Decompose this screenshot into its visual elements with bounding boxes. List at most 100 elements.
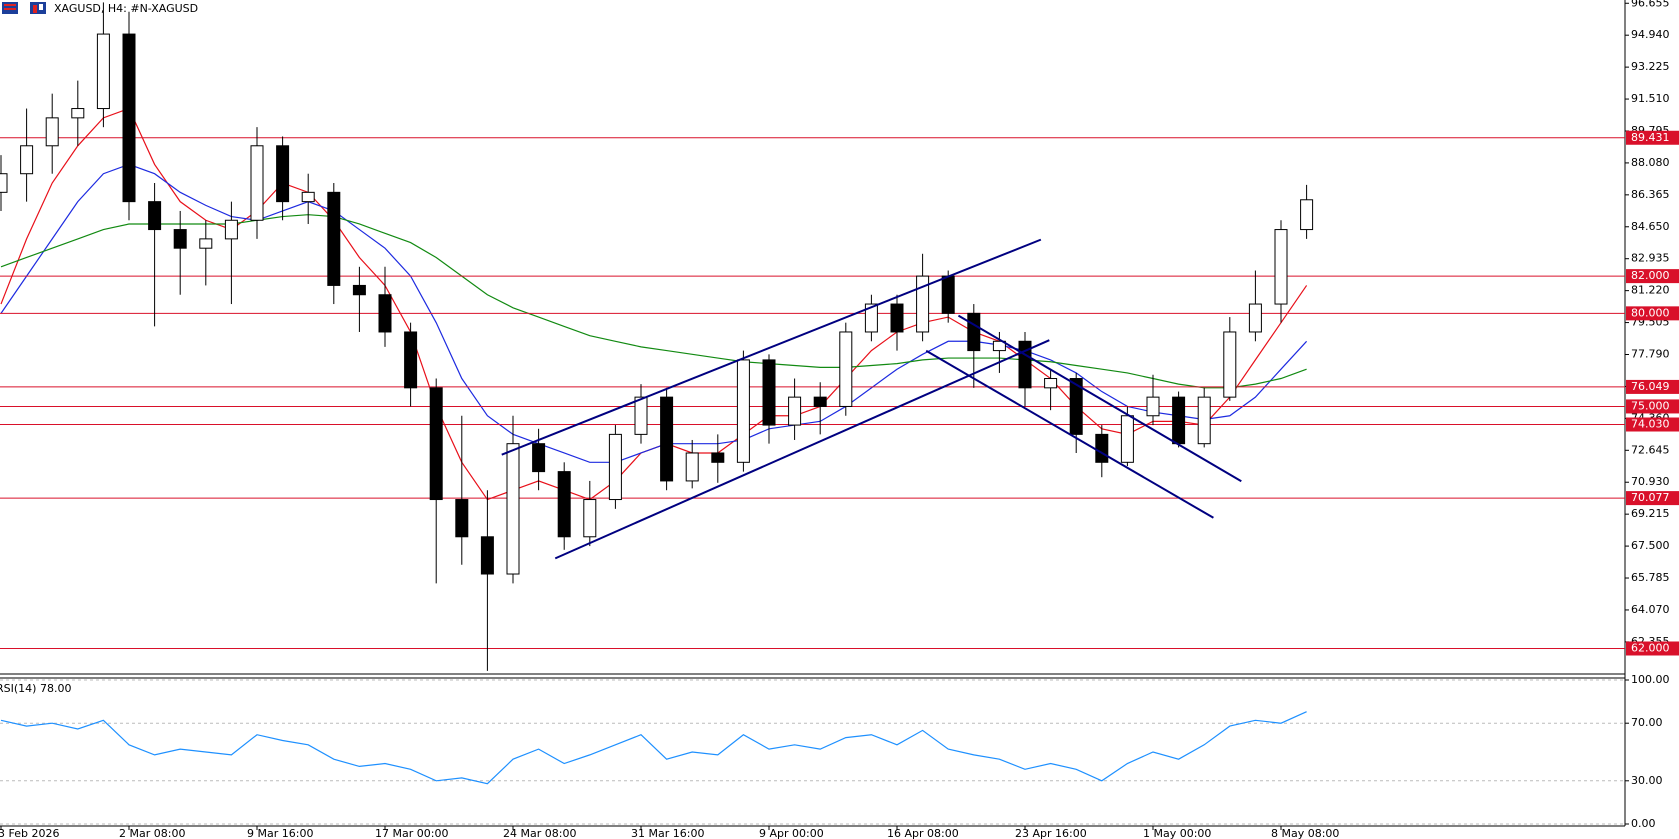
y-tick-label: 70.930 bbox=[1631, 475, 1670, 488]
level-label: 89.431 bbox=[1631, 131, 1670, 144]
icon bbox=[4, 4, 16, 6]
candle-body bbox=[916, 275, 930, 333]
candle-body bbox=[276, 145, 290, 203]
candle-body bbox=[1120, 415, 1134, 463]
candle-body bbox=[173, 229, 187, 249]
level-label-box bbox=[1626, 130, 1679, 145]
level-label: 62.000 bbox=[1631, 641, 1670, 654]
candle-body bbox=[1044, 378, 1058, 389]
candle-body bbox=[352, 284, 366, 296]
header-icons bbox=[2, 2, 46, 14]
y-tick-label: 69.215 bbox=[1631, 507, 1670, 520]
x-tick-label: 17 Mar 00:00 bbox=[375, 827, 448, 839]
candle-body bbox=[1248, 303, 1262, 333]
y-tick-label: 65.785 bbox=[1631, 571, 1670, 584]
candle-body bbox=[404, 331, 418, 389]
candle-body bbox=[839, 331, 853, 407]
candle-body bbox=[967, 312, 981, 352]
candle-body bbox=[762, 359, 776, 426]
candle-body bbox=[250, 145, 264, 221]
level-label-box bbox=[1626, 417, 1679, 432]
y-tick-label: 64.070 bbox=[1631, 603, 1670, 616]
candle-body bbox=[864, 303, 878, 333]
x-tick-label: 8 May 08:00 bbox=[1271, 827, 1339, 839]
candle-body bbox=[301, 191, 315, 203]
y-tick-label: 93.225 bbox=[1631, 60, 1670, 73]
moving-average bbox=[0, 214, 1307, 389]
x-tick-label: 16 Apr 08:00 bbox=[887, 827, 959, 839]
candle-body bbox=[583, 499, 597, 538]
trend-line bbox=[925, 349, 1214, 519]
candle-body bbox=[480, 536, 494, 575]
x-tick-label: 2 Mar 08:00 bbox=[119, 827, 185, 839]
level-label: 75.000 bbox=[1631, 399, 1670, 412]
candle-body bbox=[1274, 229, 1288, 305]
x-tick-label: 23 Feb 2026 bbox=[0, 827, 59, 839]
candle-body bbox=[1172, 396, 1186, 445]
y-tick-label: 70.00 bbox=[1631, 716, 1663, 729]
level-label: 82.000 bbox=[1631, 269, 1670, 282]
icon bbox=[33, 5, 37, 13]
level-label-box bbox=[1626, 491, 1679, 506]
x-tick-label: 23 Apr 16:00 bbox=[1015, 827, 1087, 839]
level-label: 70.077 bbox=[1631, 491, 1670, 504]
level-label-box bbox=[1626, 379, 1679, 394]
candle-body bbox=[378, 294, 392, 333]
candle-body bbox=[532, 443, 546, 473]
x-tick-label: 24 Mar 08:00 bbox=[503, 827, 576, 839]
y-tick-label: 82.935 bbox=[1631, 252, 1670, 265]
x-tick-label: 31 Mar 16:00 bbox=[631, 827, 704, 839]
candle-body bbox=[711, 452, 725, 463]
trend-line bbox=[554, 339, 1050, 560]
candle-body bbox=[1223, 331, 1237, 398]
candle-body bbox=[199, 238, 213, 249]
icon bbox=[4, 8, 16, 10]
level-label-box bbox=[1626, 306, 1679, 321]
candle-body bbox=[634, 396, 648, 435]
candle-body bbox=[224, 219, 238, 240]
candle-body bbox=[96, 33, 110, 110]
icon bbox=[30, 2, 46, 14]
level-label: 80.000 bbox=[1631, 306, 1670, 319]
trend-line bbox=[957, 314, 1242, 483]
candle-body bbox=[1095, 433, 1109, 463]
candle-body bbox=[506, 443, 520, 575]
candle-body bbox=[122, 33, 136, 203]
candle-body bbox=[1197, 396, 1211, 445]
x-tick-label: 1 May 00:00 bbox=[1143, 827, 1211, 839]
y-tick-label: 0.00 bbox=[1631, 817, 1656, 830]
rsi-title: RSI(14) 78.00 bbox=[0, 682, 71, 695]
level-label: 76.049 bbox=[1631, 380, 1670, 393]
x-tick-label: 9 Mar 16:00 bbox=[247, 827, 313, 839]
y-tick-label: 96.655 bbox=[1631, 0, 1670, 9]
y-tick-label: 30.00 bbox=[1631, 774, 1663, 787]
candle-body bbox=[941, 275, 955, 314]
candle-body bbox=[429, 387, 443, 501]
trend-line bbox=[501, 238, 1042, 456]
candle-body bbox=[557, 471, 571, 538]
y-tick-label: 88.080 bbox=[1631, 156, 1670, 169]
y-tick-label: 94.940 bbox=[1631, 28, 1670, 41]
level-label-box bbox=[1626, 399, 1679, 414]
candle-body bbox=[685, 452, 699, 482]
candle-body bbox=[1300, 199, 1314, 231]
chart-title: XAGUSD, H4: #N-XAGUSD bbox=[54, 2, 198, 15]
moving-average bbox=[0, 163, 1308, 463]
y-tick-label: 84.650 bbox=[1631, 220, 1670, 233]
candle-body bbox=[1069, 378, 1083, 435]
candle-body bbox=[455, 499, 469, 538]
candle-body bbox=[890, 303, 904, 333]
candle-body bbox=[1146, 396, 1160, 417]
candle-body bbox=[71, 108, 85, 119]
candle-body bbox=[813, 396, 827, 407]
y-tick-label: 91.510 bbox=[1631, 92, 1670, 105]
candle-body bbox=[736, 359, 750, 463]
y-tick-label: 86.365 bbox=[1631, 188, 1670, 201]
level-label: 74.030 bbox=[1631, 418, 1670, 431]
icon bbox=[39, 4, 43, 10]
candle-body bbox=[992, 340, 1006, 352]
candle-body bbox=[327, 191, 341, 286]
